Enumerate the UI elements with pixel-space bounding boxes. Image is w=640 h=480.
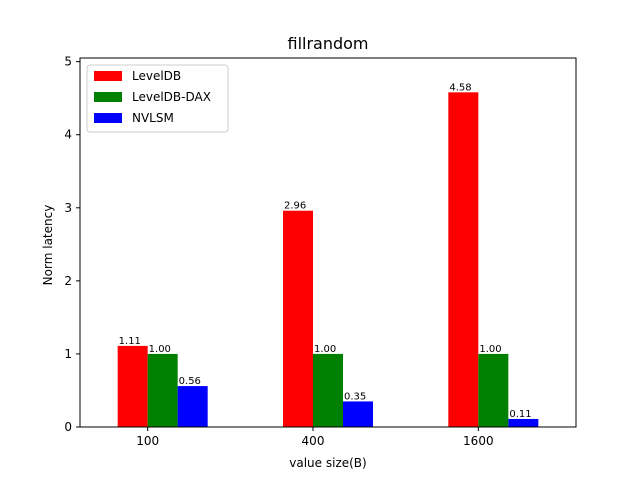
y-tick-label-4: 4 bbox=[64, 128, 72, 142]
bar-leveldb-400 bbox=[283, 210, 313, 427]
axes-frame bbox=[79, 57, 577, 428]
bar-nvlsm-100 bbox=[177, 386, 208, 427]
x-tick-label-1600: 1600 bbox=[463, 434, 494, 448]
y-tick-label-5: 5 bbox=[64, 55, 72, 69]
data-label-nvlsm-400: 0.35 bbox=[344, 391, 366, 402]
bar-leveldb-dax-100 bbox=[147, 353, 178, 427]
bar-leveldb-dax-1600 bbox=[478, 353, 509, 427]
bar-leveldb-1600 bbox=[448, 92, 479, 427]
bar-leveldb-100 bbox=[117, 345, 148, 427]
legend-box bbox=[86, 64, 229, 133]
legend-label-leveldb-dax: LevelDB-DAX bbox=[132, 90, 211, 104]
legend-label-leveldb: LevelDB bbox=[132, 69, 181, 83]
data-label-leveldb-100: 1.11 bbox=[119, 336, 141, 347]
x-tick-label-100: 100 bbox=[136, 434, 159, 448]
data-label-leveldb-dax-400: 1.00 bbox=[314, 344, 336, 355]
data-label-leveldb-dax-100: 1.00 bbox=[149, 344, 171, 355]
y-tick-label-1: 1 bbox=[64, 347, 72, 361]
data-label-leveldb-1600: 4.58 bbox=[449, 82, 471, 93]
y-axis-label: Norm latency bbox=[41, 205, 55, 286]
x-tick-label-400: 400 bbox=[302, 434, 325, 448]
y-tick-label-2: 2 bbox=[64, 274, 72, 288]
data-label-nvlsm-1600: 0.11 bbox=[509, 409, 531, 420]
y-tick-label-3: 3 bbox=[64, 201, 72, 215]
legend-swatch-leveldb-dax bbox=[94, 92, 122, 102]
data-label-nvlsm-100: 0.56 bbox=[179, 376, 201, 387]
plot-area: 1.11 2.96 4.58 1.00 1.00 1.00 0.56 0.35 0.11 0 1 2 3… bbox=[64, 55, 577, 448]
data-label-leveldb-dax-1600: 1.00 bbox=[479, 344, 501, 355]
data-label-leveldb-400: 2.96 bbox=[284, 201, 306, 212]
legend-swatch-leveldb bbox=[94, 71, 122, 81]
x-axis-label: value size(B) bbox=[289, 456, 366, 470]
bar-nvlsm-1600 bbox=[508, 418, 539, 427]
legend-label-nvlsm: NVLSM bbox=[132, 111, 174, 125]
chart-title: fillrandom bbox=[287, 34, 368, 53]
legend-swatch-nvlsm bbox=[94, 113, 122, 123]
bar-leveldb-dax-400 bbox=[313, 353, 343, 427]
legend: LevelDB LevelDB-DAX NVLSM bbox=[86, 64, 229, 133]
bar-nvlsm-400 bbox=[343, 401, 373, 427]
y-tick-label-0: 0 bbox=[64, 420, 72, 434]
